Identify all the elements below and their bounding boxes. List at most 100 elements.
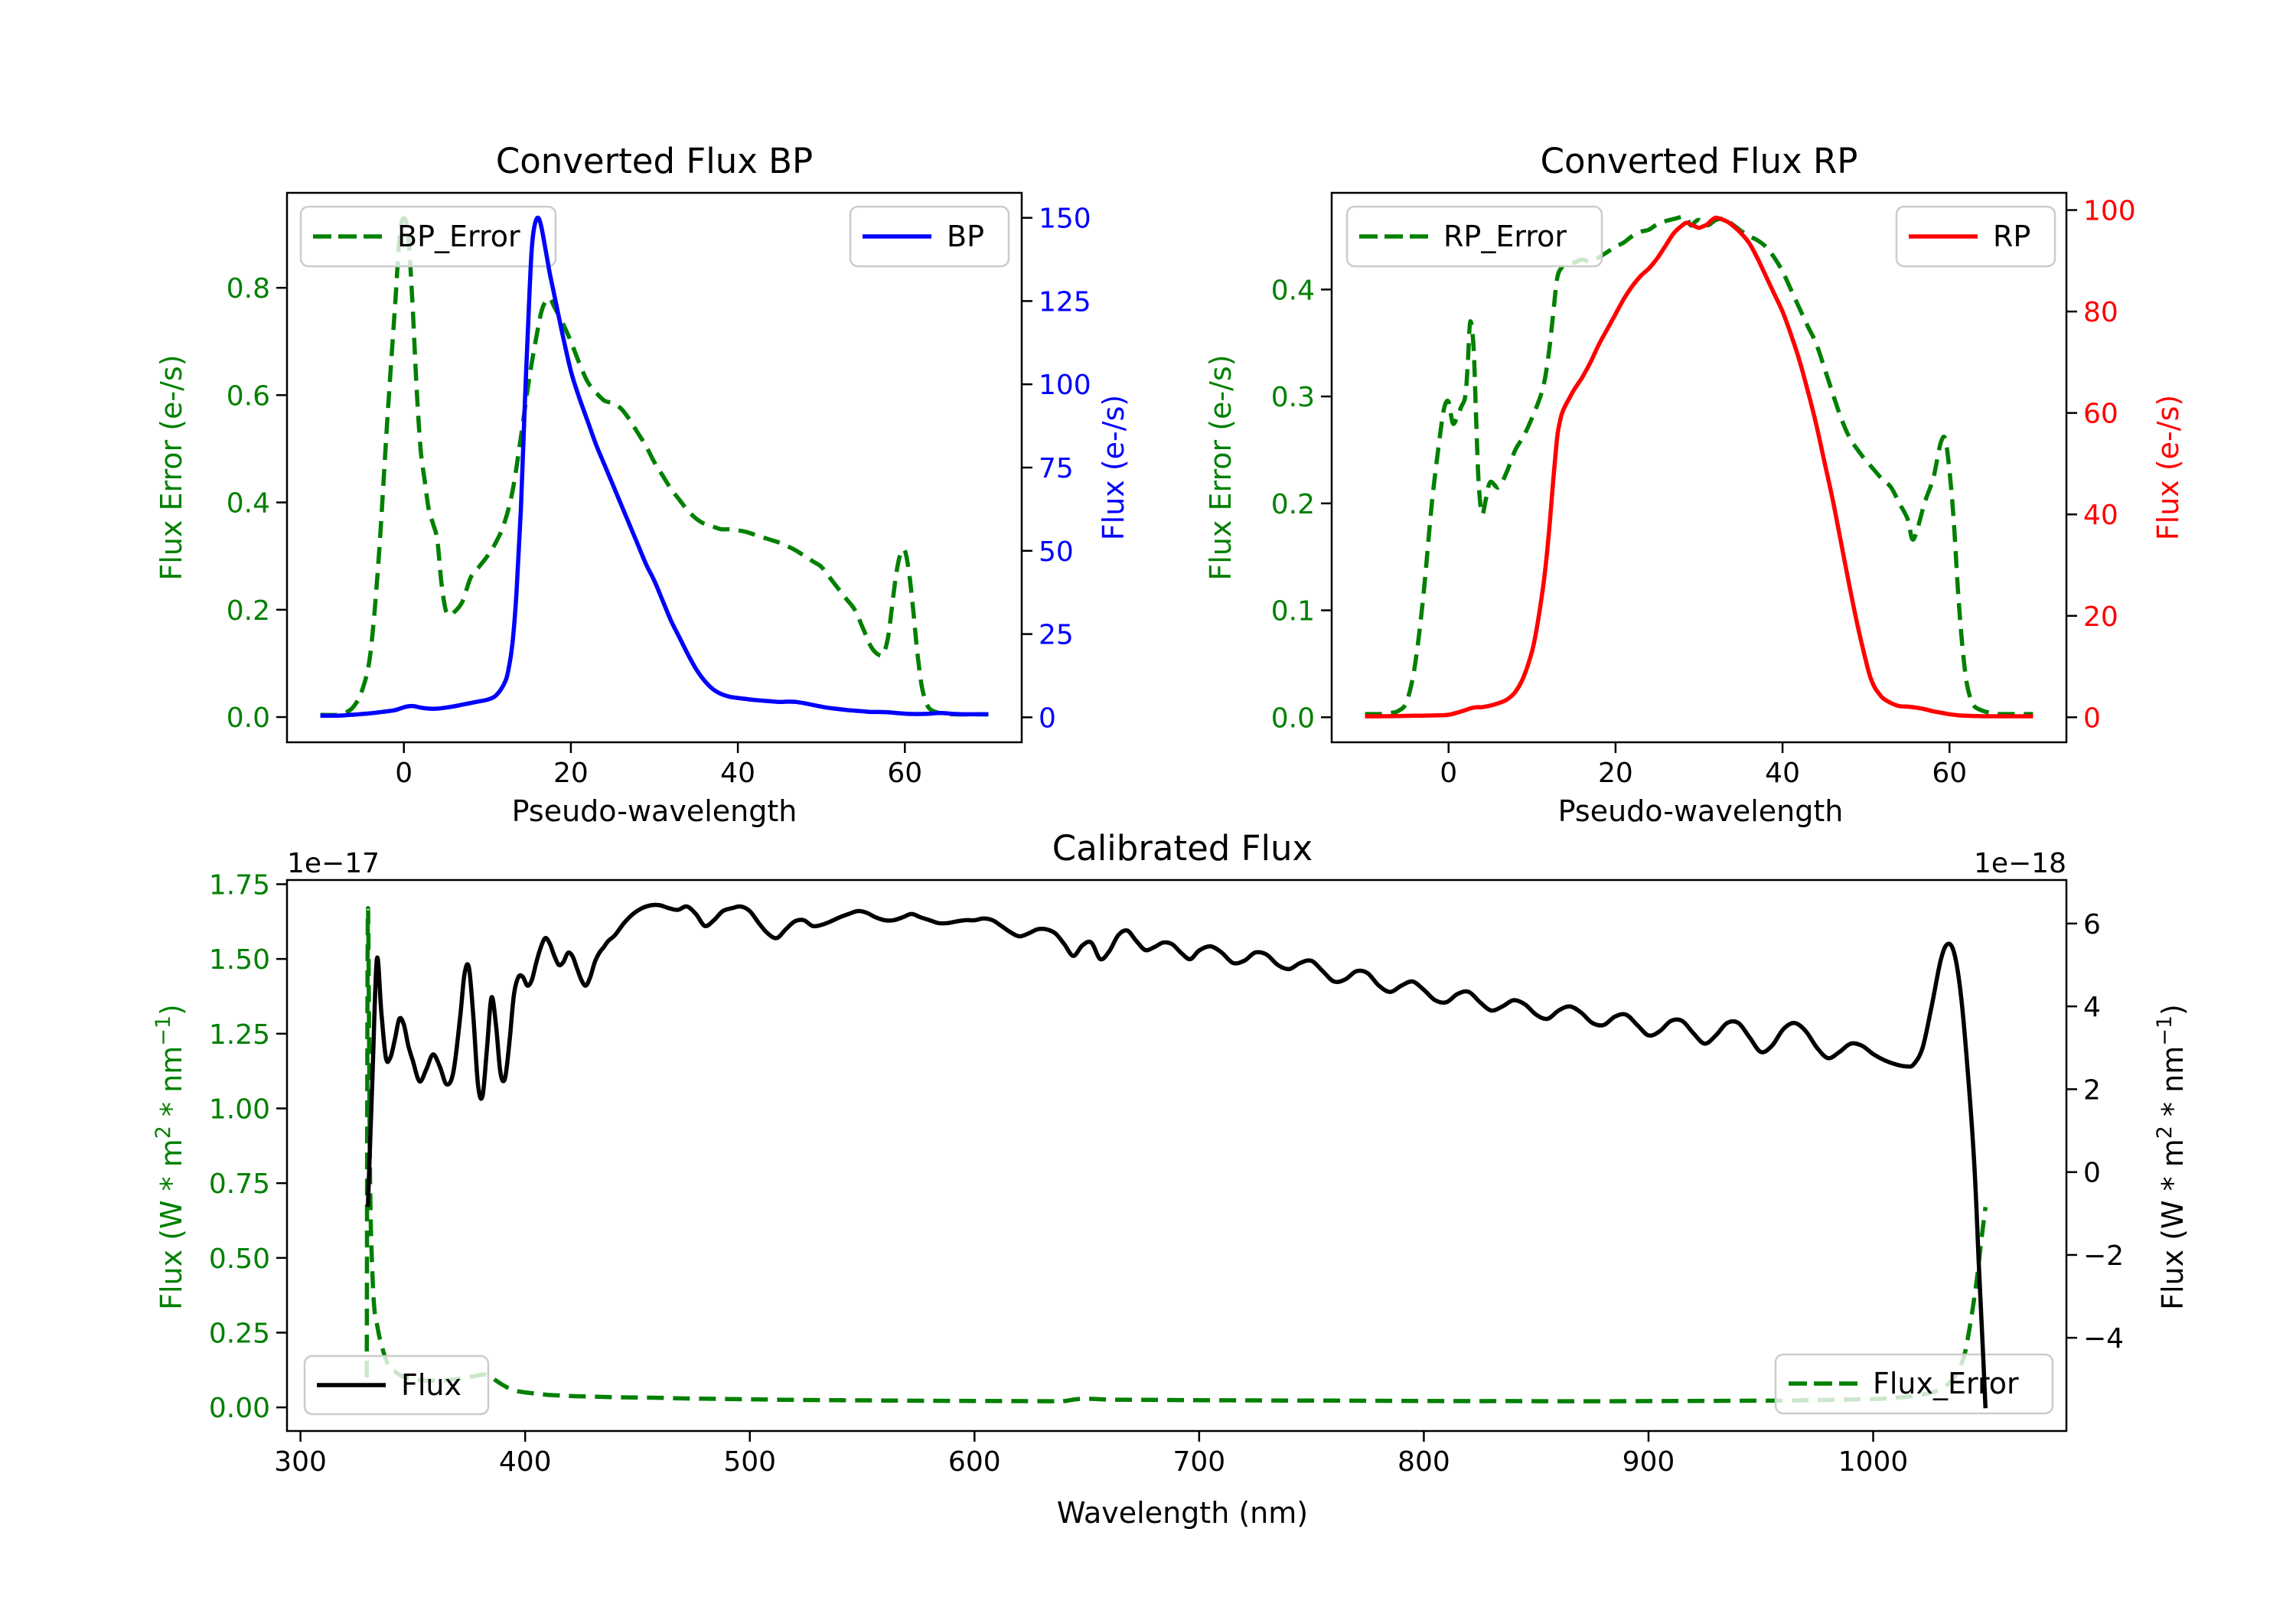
cal-legend-error: Flux_Error (1774, 1353, 2054, 1415)
y-tick-label-right: 0 (2083, 1158, 2101, 1189)
y-tick-label-left: 0.4 (227, 488, 270, 520)
y-tick-label-left: 0.1 (1271, 596, 1315, 627)
cal-series-1 (365, 902, 1988, 1409)
rp-legend-flux: RP (1895, 205, 2056, 268)
Flux-curve (365, 902, 1988, 1409)
cal-ticks: 300 400 500 600 700 800 900 1000 0.00 0.25 0.50 0.7… (209, 869, 2124, 1478)
x-tick-label: 1000 (1838, 1446, 1909, 1478)
rp-legend-label: RP (1993, 220, 2030, 253)
y-tick-label-right: 60 (2083, 399, 2118, 430)
y-tick-label-left: 0.00 (209, 1393, 270, 1424)
y-tick-label-right: −2 (2083, 1240, 2124, 1272)
bp-series-1 (320, 215, 989, 719)
y-tick-label-left: 0.0 (227, 702, 270, 734)
chart-title-bp: Converted Flux BP (496, 141, 813, 181)
BP_Error-curve (320, 216, 989, 718)
y-tick-label-right: −4 (2083, 1323, 2124, 1354)
x-tick-label: 700 (1172, 1446, 1225, 1478)
bp-yaxis-right-label: Flux (e-/s) (1097, 395, 1130, 540)
y-tick-label-right: 0 (2083, 702, 2101, 734)
cal-right-label-pre: Flux (W * m (2156, 1139, 2190, 1310)
bp-xaxis-label: Pseudo-wavelength (512, 794, 797, 828)
cal-left-label-supm1: −1 (152, 1015, 175, 1046)
rp-legend-error: RP_Error (1345, 205, 1603, 268)
y-tick-label-left: 0.2 (227, 595, 270, 627)
chart-title-rp: Converted Flux RP (1541, 141, 1858, 181)
y-tick-label-right: 125 (1039, 286, 1091, 318)
y-tick-label-left: 1.75 (209, 869, 270, 901)
y-tick-label-left: 0.6 (227, 380, 270, 412)
rp-series-1 (1365, 215, 2033, 719)
cal-legend-flux: Flux (303, 1354, 490, 1416)
RP-curve (1365, 215, 2033, 719)
x-tick-label: 900 (1623, 1446, 1675, 1478)
y-tick-label-left: 1.25 (209, 1019, 270, 1051)
cal-left-label-sup2: 2 (152, 1126, 175, 1139)
y-tick-label-right: 80 (2083, 297, 2118, 328)
y-tick-label-left: 0.0 (1271, 702, 1315, 734)
y-tick-label-right: 0 (1039, 702, 1056, 734)
y-tick-label-right: 75 (1039, 453, 1074, 484)
cal-right-label-supm1: −1 (2153, 1015, 2177, 1046)
x-tick-label: 600 (948, 1446, 1001, 1478)
x-tick-label: 60 (1932, 758, 1967, 789)
x-tick-label: 500 (723, 1446, 776, 1478)
rp-series-0 (1365, 214, 2033, 716)
chart-converted-flux-bp: Converted Flux BP 0 20 40 60 0.0 0.2 0.4 0.6 0.8… (155, 141, 1130, 828)
y-tick-label-right: 150 (1039, 204, 1091, 235)
y-tick-label-right: 50 (1039, 536, 1074, 568)
y-tick-label-left: 0.75 (209, 1169, 270, 1200)
rp-plot-frame (1330, 191, 2068, 744)
y-tick-label-right: 6 (2083, 909, 2101, 940)
chart-converted-flux-rp: Converted Flux RP 0 20 40 60 0.0 0.1 0.2 0.3 0.4… (1204, 141, 2185, 828)
bp-plot-frame (285, 191, 1023, 744)
y-tick-label-left: 0.4 (1271, 275, 1315, 306)
chart-calibrated-flux: Calibrated Flux 1e−17 1e−18 300 400 500 600… (152, 828, 2190, 1530)
bp-error-legend-box (299, 205, 557, 268)
bp-error-legend-label: BP_Error (397, 220, 520, 253)
bp-legend-error: BP_Error (299, 205, 557, 268)
cal-plot-frame (285, 878, 2068, 1433)
cal-series-0 (364, 906, 1988, 1403)
y-tick-label-right: 25 (1039, 620, 1074, 651)
bp-legend-label: BP (947, 220, 984, 253)
cal-left-label-mid: * nm (155, 1046, 188, 1126)
cal-flux-legend-box (303, 1354, 490, 1416)
y-tick-label-right: 100 (2083, 196, 2136, 227)
y-tick-label-left: 0.50 (209, 1244, 270, 1275)
y-tick-label-left: 0.25 (209, 1318, 270, 1349)
cal-left-offset-text: 1e−17 (287, 848, 380, 879)
y-tick-label-left: 0.8 (227, 273, 270, 305)
cal-error-legend-label: Flux_Error (1873, 1367, 2019, 1400)
y-tick-label-left: 1.00 (209, 1094, 270, 1125)
bp-ticks: 0 20 40 60 0.0 0.2 0.4 0.6 0.8 0 25 50 75 100 125 150 (227, 204, 1091, 789)
x-tick-label: 0 (395, 758, 413, 789)
x-tick-label: 400 (499, 1446, 552, 1478)
y-tick-label-right: 4 (2083, 992, 2101, 1023)
rp-error-legend-label: RP_Error (1443, 220, 1567, 253)
cal-yaxis-left-label: Flux (W * m2 * nm−1) (152, 1004, 188, 1310)
BP-curve (320, 215, 989, 719)
y-tick-label-left: 0.3 (1271, 382, 1315, 413)
x-tick-label: 60 (887, 758, 922, 789)
rp-error-legend-box (1345, 205, 1603, 268)
cal-right-offset-text: 1e−18 (1974, 848, 2066, 879)
x-tick-label: 800 (1397, 1446, 1450, 1478)
cal-xaxis-label: Wavelength (nm) (1057, 1496, 1308, 1530)
bp-yaxis-left-label: Flux Error (e-/s) (155, 354, 188, 580)
chart-title-calibrated: Calibrated Flux (1052, 828, 1313, 869)
cal-right-label-sup2: 2 (2153, 1126, 2177, 1139)
cal-yaxis-right-label: Flux (W * m2 * nm−1) (2153, 1004, 2190, 1310)
y-tick-label-right: 100 (1039, 370, 1091, 401)
cal-left-label-pre: Flux (W * m (155, 1139, 188, 1310)
y-tick-label-left: 0.2 (1271, 489, 1315, 520)
x-tick-label: 0 (1440, 758, 1457, 789)
x-tick-label: 300 (274, 1446, 327, 1478)
cal-right-label-mid: * nm (2156, 1046, 2190, 1126)
rp-xaxis-label: Pseudo-wavelength (1558, 794, 1844, 828)
cal-left-label-post: ) (155, 1004, 188, 1015)
x-tick-label: 40 (720, 758, 755, 789)
rp-yaxis-right-label: Flux (e-/s) (2151, 395, 2185, 540)
cal-right-label-post: ) (2156, 1004, 2190, 1015)
